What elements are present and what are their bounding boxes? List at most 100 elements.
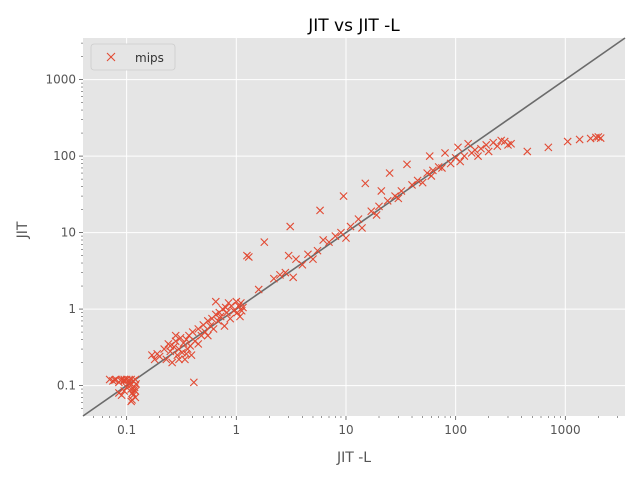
data-point [476, 144, 485, 153]
data-point [358, 223, 367, 232]
x-tick-label: 1000 [550, 423, 581, 437]
data-point [313, 246, 322, 255]
data-point [308, 255, 317, 264]
data-point [385, 169, 394, 178]
data-point [187, 351, 196, 360]
data-point [331, 232, 340, 241]
data-point [286, 222, 295, 231]
data-point [260, 238, 269, 247]
data-point [203, 316, 212, 325]
x-tick-label: 0.1 [117, 423, 136, 437]
data-point [130, 385, 139, 394]
data-point [456, 157, 465, 166]
data-point [188, 328, 197, 337]
data-point [147, 351, 156, 360]
data-point [464, 139, 473, 148]
data-point [425, 152, 434, 161]
data-point [194, 339, 203, 348]
x-tick-label: 100 [444, 423, 467, 437]
data-point [173, 351, 182, 360]
data-point [211, 297, 220, 306]
data-point [372, 210, 381, 219]
data-point [474, 152, 483, 161]
data-point [284, 251, 293, 260]
legend-label-mips: mips [135, 51, 164, 65]
data-point [354, 215, 363, 224]
data-point [213, 316, 222, 325]
data-point [254, 285, 263, 294]
data-point [523, 147, 532, 156]
data-point [226, 314, 235, 323]
data-point [150, 355, 159, 364]
data-point [203, 331, 212, 340]
data-point [437, 163, 446, 172]
data-point [451, 153, 460, 162]
data-point [377, 186, 386, 195]
data-point [339, 192, 348, 201]
diagonal-reference-line [82, 37, 626, 417]
data-point [209, 324, 218, 333]
data-point [394, 194, 403, 203]
data-point [413, 176, 422, 185]
data-point [418, 178, 427, 187]
x-tick-label: 10 [338, 423, 353, 437]
y-axis-ticks: 0.1 1 10 100 1000 [45, 42, 83, 409]
data-point [236, 299, 245, 308]
data-point [594, 132, 603, 141]
data-point [367, 207, 376, 216]
data-point [238, 303, 247, 312]
data-point [484, 147, 493, 156]
data-point [391, 192, 400, 201]
data-point [423, 169, 432, 178]
data-point [544, 143, 553, 152]
data-point [232, 297, 241, 306]
y-tick-label: 1 [68, 302, 76, 316]
data-point [171, 331, 180, 340]
data-point [235, 312, 244, 321]
data-point [298, 260, 307, 269]
data-point [174, 355, 183, 364]
data-point [220, 322, 229, 331]
data-point [403, 160, 411, 169]
data-point [216, 312, 225, 321]
legend: mips [90, 43, 176, 71]
data-point [131, 393, 140, 402]
y-tick-label: 100 [53, 149, 76, 163]
data-point [201, 328, 210, 337]
data-point [182, 335, 191, 344]
y-tick-label: 1000 [45, 73, 76, 87]
data-point [441, 148, 450, 157]
data-point [160, 345, 169, 354]
data-point [194, 324, 203, 333]
chart-title: JIT vs JIT -L [307, 16, 400, 36]
y-tick-label: 10 [61, 226, 76, 240]
data-point [428, 166, 437, 175]
data-point [397, 186, 406, 195]
data-point [281, 268, 290, 277]
x-tick-label: 1 [232, 423, 240, 437]
data-point [222, 308, 231, 317]
data-point [316, 206, 325, 215]
data-point [507, 139, 516, 148]
data-point [453, 143, 462, 152]
data-point [460, 152, 469, 161]
grid-lines [83, 38, 625, 416]
data-point [346, 222, 355, 231]
data-point [470, 146, 479, 155]
data-point [117, 391, 126, 400]
legend-marker-x-icon [106, 52, 116, 62]
data-point [596, 134, 605, 143]
y-tick-label: 0.1 [57, 379, 76, 393]
data-point [162, 355, 171, 364]
x-axis-ticks: 0.1 1 10 100 1000 [93, 416, 618, 437]
data-point [244, 252, 253, 261]
data-point [375, 202, 383, 211]
data-point [289, 273, 298, 282]
data-point [155, 352, 164, 361]
data-point [482, 140, 491, 149]
data-point [383, 196, 392, 205]
data-point [341, 233, 350, 242]
data-point [325, 238, 333, 247]
